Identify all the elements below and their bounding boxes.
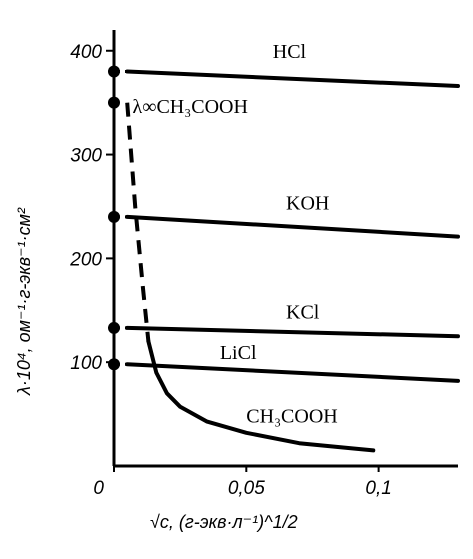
- series-labels: HCl λ∞CH₃COOH KOH KCl LiCl CH₃COOH: [133, 41, 338, 427]
- series-label: LiCl: [220, 342, 257, 364]
- y-tick-label: 400: [70, 42, 102, 63]
- y-tick-label: 300: [70, 146, 102, 167]
- series-line-hcl: [125, 69, 460, 89]
- axis-point: [108, 96, 120, 109]
- x-tick-label: 0: [93, 478, 104, 499]
- y-axis-title: λ·10⁴, ом⁻¹·г-экв⁻¹·см²: [14, 207, 34, 396]
- series-label: HCl: [273, 41, 307, 63]
- series-line-kcl: [125, 325, 460, 339]
- series-label: KOH: [286, 193, 329, 215]
- axis-point: [108, 65, 120, 78]
- series-line-licl: [125, 362, 460, 383]
- series-dash-ch-cooh: [125, 102, 151, 342]
- y-tick-label: 200: [69, 249, 102, 270]
- axes: 100 200 300 400 0 0,05 0,1: [69, 30, 458, 499]
- axis-point: [108, 358, 120, 371]
- x-tick-label: 0,1: [365, 478, 391, 499]
- axis-point: [108, 321, 120, 334]
- x-axis-title: √c, (г-экв·л⁻¹)^1/2: [150, 512, 298, 532]
- axis-point: [108, 210, 120, 223]
- series-line-koh: [125, 214, 460, 239]
- series-lines: [114, 69, 460, 453]
- axis-points: [108, 65, 120, 371]
- x-tick-label: 0,05: [228, 478, 265, 499]
- series-label: CH₃COOH: [246, 405, 337, 427]
- series-label: KCl: [286, 302, 320, 324]
- y-tick-label: 100: [70, 353, 102, 374]
- series-line-ch-cooh: [146, 339, 376, 453]
- series-label: λ∞CH₃COOH: [133, 96, 248, 118]
